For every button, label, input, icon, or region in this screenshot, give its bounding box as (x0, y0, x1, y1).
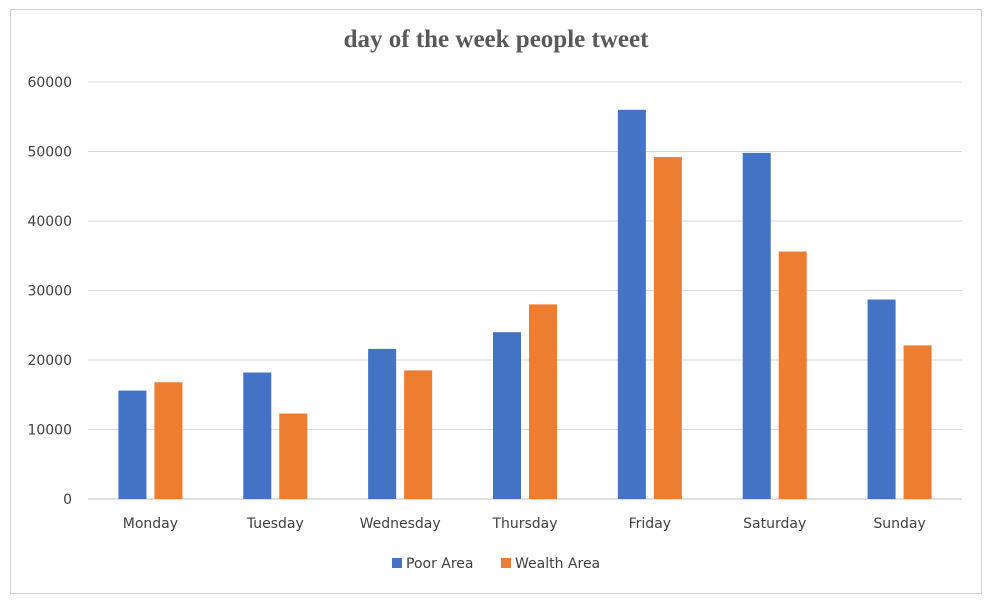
y-tick-label: 60000 (27, 75, 72, 91)
bar-wealth-area-monday (154, 382, 183, 499)
bar-wealth-area-saturday (778, 251, 807, 499)
legend-swatch (501, 558, 511, 568)
legend-swatch (392, 558, 402, 568)
x-category-label: Friday (629, 516, 671, 532)
y-tick-label: 10000 (27, 423, 72, 439)
bar-poor-area-tuesday (243, 372, 272, 499)
x-category-label: Sunday (873, 516, 925, 532)
bar-poor-area-wednesday (368, 348, 397, 499)
x-category-label: Wednesday (360, 516, 441, 532)
x-category-label: Monday (123, 516, 178, 532)
bar-poor-area-friday (617, 109, 646, 500)
legend-label: Poor Area (406, 556, 474, 572)
bar-poor-area-thursday (493, 332, 521, 499)
bar-poor-area-monday (118, 390, 147, 499)
bar-wealth-area-thursday (529, 304, 557, 499)
x-category-label: Thursday (491, 516, 557, 532)
y-axis-ticks: 0 10000 20000 30000 40000 50000 60000 (27, 75, 72, 508)
bar-poor-area-sunday (867, 299, 896, 499)
y-tick-label: 0 (63, 492, 72, 508)
y-tick-label: 50000 (27, 145, 72, 161)
bar-poor-area-saturday (742, 152, 771, 499)
bar-wealth-area-tuesday (279, 413, 308, 499)
y-tick-label: 30000 (27, 284, 72, 300)
gridlines (88, 81, 962, 500)
legend-label: Wealth Area (515, 556, 600, 572)
bar-wealth-area-wednesday (404, 370, 433, 499)
bars (118, 109, 932, 500)
y-tick-label: 40000 (27, 214, 72, 230)
chart-title: day of the week people tweet (343, 26, 649, 53)
y-tick-label: 20000 (27, 353, 72, 369)
bar-wealth-area-sunday (903, 345, 932, 499)
bar-wealth-area-friday (653, 157, 682, 499)
legend: Poor Area Wealth Area (392, 556, 600, 572)
x-axis-categories: Monday Tuesday Wednesday Thursday Friday Satu… (123, 516, 926, 532)
x-category-label: Tuesday (246, 516, 304, 532)
x-category-label: Saturday (743, 516, 806, 532)
